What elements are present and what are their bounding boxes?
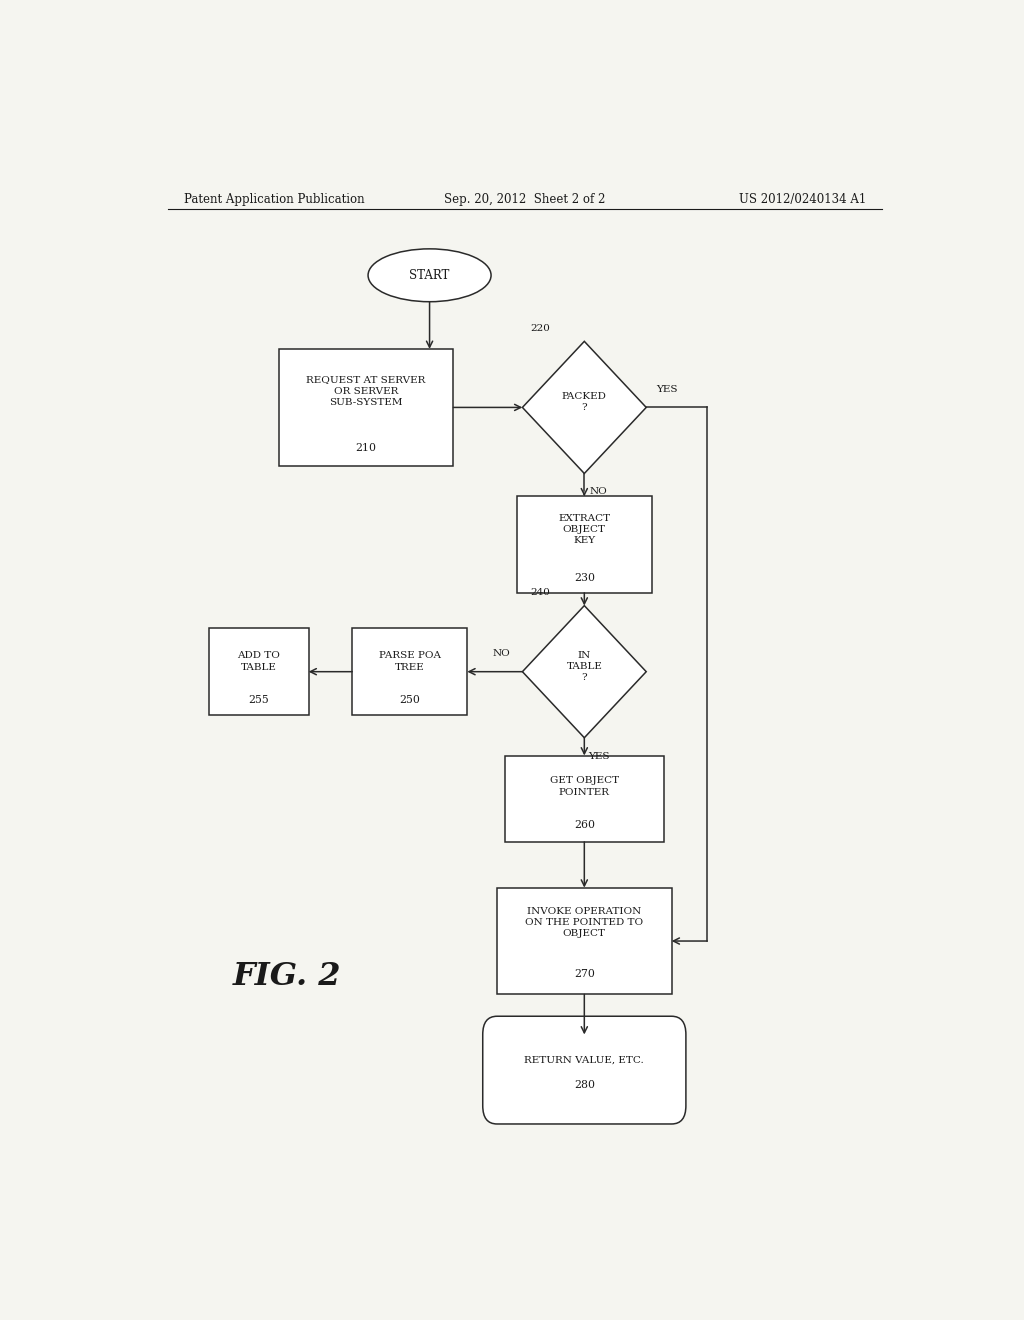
FancyBboxPatch shape bbox=[505, 755, 664, 842]
Text: INVOKE OPERATION
ON THE POINTED TO
OBJECT: INVOKE OPERATION ON THE POINTED TO OBJEC… bbox=[525, 907, 643, 939]
FancyBboxPatch shape bbox=[482, 1016, 686, 1125]
Text: NO: NO bbox=[590, 487, 607, 496]
Polygon shape bbox=[522, 606, 646, 738]
FancyBboxPatch shape bbox=[497, 887, 672, 994]
Text: REQUEST AT SERVER
OR SERVER
SUB-SYSTEM: REQUEST AT SERVER OR SERVER SUB-SYSTEM bbox=[306, 376, 426, 407]
Text: 240: 240 bbox=[530, 589, 550, 598]
Text: 260: 260 bbox=[573, 820, 595, 830]
FancyBboxPatch shape bbox=[352, 628, 467, 715]
Polygon shape bbox=[522, 342, 646, 474]
Text: 230: 230 bbox=[573, 573, 595, 583]
Text: NO: NO bbox=[493, 649, 511, 657]
Text: 280: 280 bbox=[573, 1080, 595, 1090]
Text: 270: 270 bbox=[573, 969, 595, 978]
Text: FIG. 2: FIG. 2 bbox=[232, 961, 341, 993]
Text: IN
TABLE
?: IN TABLE ? bbox=[566, 651, 602, 682]
Text: US 2012/0240134 A1: US 2012/0240134 A1 bbox=[738, 193, 866, 206]
Text: 210: 210 bbox=[355, 444, 377, 453]
Text: 250: 250 bbox=[399, 696, 420, 705]
Text: GET OBJECT
POINTER: GET OBJECT POINTER bbox=[550, 776, 618, 796]
Text: START: START bbox=[410, 269, 450, 281]
FancyBboxPatch shape bbox=[279, 348, 454, 466]
Text: Patent Application Publication: Patent Application Publication bbox=[183, 193, 365, 206]
Text: RETURN VALUE, ETC.: RETURN VALUE, ETC. bbox=[524, 1056, 644, 1064]
FancyBboxPatch shape bbox=[209, 628, 308, 715]
Text: YES: YES bbox=[655, 384, 677, 393]
Text: ADD TO
TABLE: ADD TO TABLE bbox=[238, 652, 281, 672]
Text: PARSE POA
TREE: PARSE POA TREE bbox=[379, 652, 440, 672]
Text: YES: YES bbox=[588, 751, 609, 760]
Text: PACKED
?: PACKED ? bbox=[562, 392, 607, 412]
Text: 220: 220 bbox=[530, 325, 550, 333]
FancyBboxPatch shape bbox=[517, 496, 651, 593]
Ellipse shape bbox=[368, 249, 492, 302]
Text: EXTRACT
OBJECT
KEY: EXTRACT OBJECT KEY bbox=[558, 513, 610, 545]
Text: Sep. 20, 2012  Sheet 2 of 2: Sep. 20, 2012 Sheet 2 of 2 bbox=[444, 193, 605, 206]
Text: 255: 255 bbox=[249, 696, 269, 705]
